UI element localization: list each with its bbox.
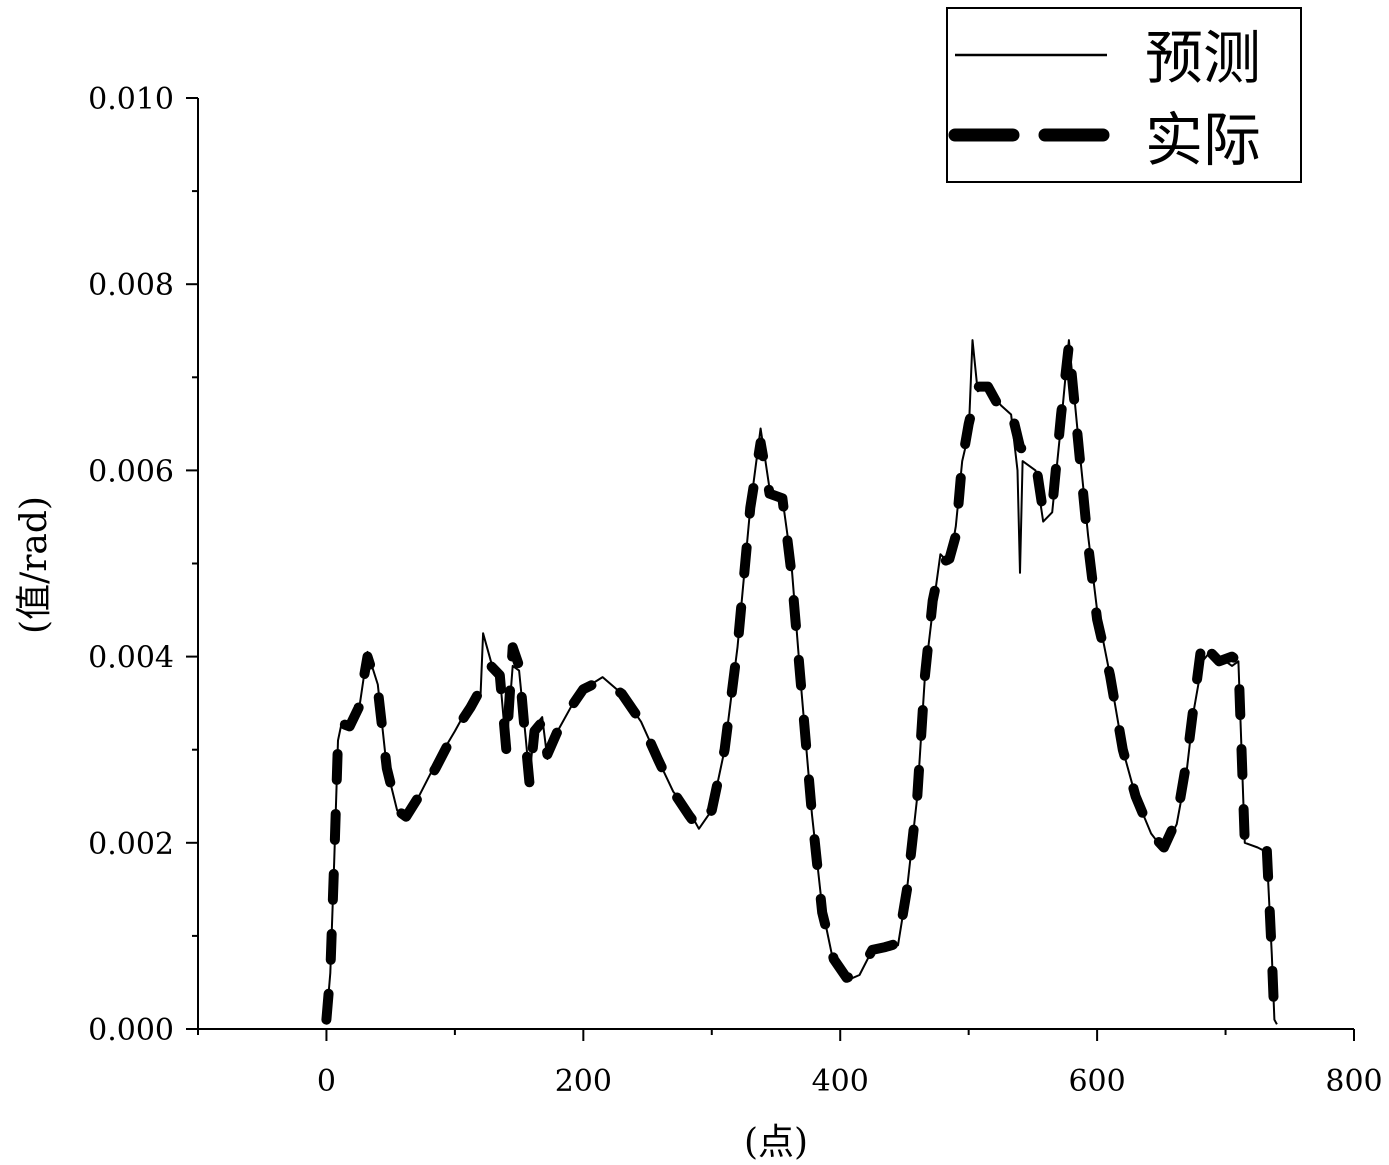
x-axis-label: (点)	[744, 1122, 808, 1163]
y-tick-label: 0.004	[88, 641, 174, 676]
x-tick-label: 400	[812, 1064, 869, 1099]
legend-label-actual: 实际	[1145, 106, 1261, 174]
x-tick-label: 800	[1325, 1064, 1382, 1099]
y-tick-label: 0.008	[88, 268, 174, 303]
x-tick-label: 600	[1068, 1064, 1125, 1099]
legend-box	[946, 7, 1302, 183]
axes: 0.000 0.002 0.004 0.006 0.008 0.010 0 200 400 600…	[88, 82, 1383, 1099]
legend-label-predicted: 预测	[1145, 24, 1261, 92]
series-line-actual	[321, 339, 1280, 1025]
x-tick-label: 0	[317, 1064, 336, 1099]
x-tick-label: 200	[555, 1064, 612, 1099]
y-tick-label: 0.002	[88, 827, 174, 862]
y-axis-label: (值/rad)	[14, 496, 55, 634]
series-layer	[321, 339, 1280, 1025]
y-tick-label: 0.000	[88, 1013, 174, 1048]
legend: 预测 实际	[946, 7, 1302, 183]
y-tick-label: 0.006	[88, 454, 174, 489]
y-tick-label: 0.010	[88, 82, 174, 117]
